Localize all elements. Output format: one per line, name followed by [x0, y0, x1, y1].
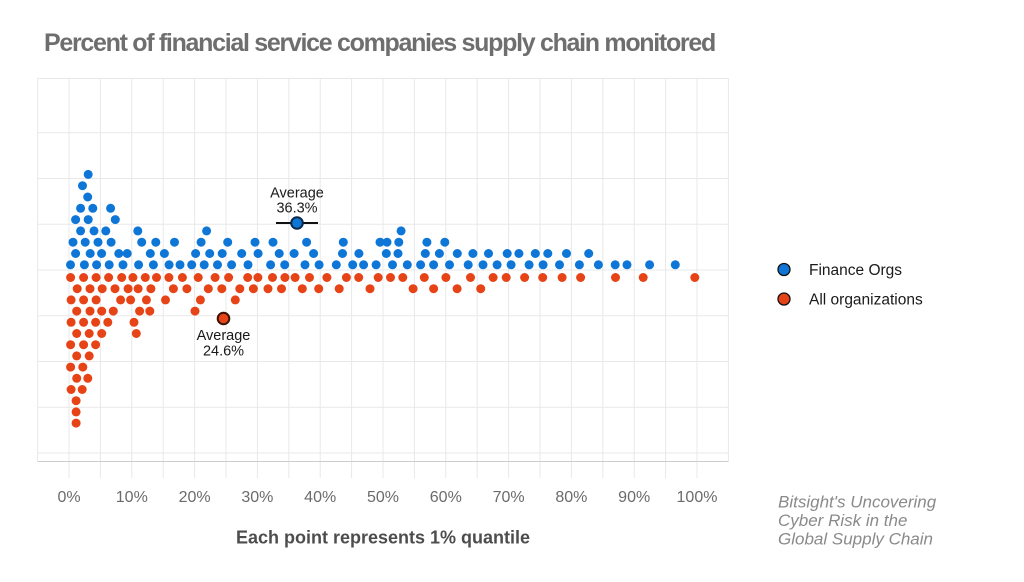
svg-text:Average: Average	[270, 186, 324, 202]
svg-text:24.6%: 24.6%	[203, 344, 244, 360]
svg-text:Percent of financial service c: Percent of financial service companies s…	[44, 29, 715, 57]
svg-text:0%: 0%	[57, 489, 80, 506]
svg-text:Average: Average	[197, 328, 251, 344]
svg-text:10%: 10%	[116, 489, 148, 506]
svg-text:36.3%: 36.3%	[276, 201, 317, 217]
svg-text:40%: 40%	[304, 489, 336, 506]
svg-text:Each point represents 1% quant: Each point represents 1% quantile	[236, 528, 530, 548]
svg-text:90%: 90%	[618, 489, 650, 506]
svg-text:Cyber Risk in the: Cyber Risk in the	[778, 511, 907, 530]
svg-text:Bitsight's Uncovering: Bitsight's Uncovering	[778, 493, 937, 512]
svg-text:50%: 50%	[367, 489, 399, 506]
svg-text:30%: 30%	[241, 489, 273, 506]
svg-text:100%: 100%	[677, 489, 718, 506]
svg-text:70%: 70%	[493, 489, 525, 506]
svg-text:60%: 60%	[430, 489, 462, 506]
svg-text:20%: 20%	[179, 489, 211, 506]
svg-text:Global Supply Chain: Global Supply Chain	[778, 530, 933, 549]
svg-text:Finance Orgs: Finance Orgs	[809, 262, 902, 279]
svg-text:All organizations: All organizations	[809, 292, 923, 309]
svg-text:80%: 80%	[555, 489, 587, 506]
